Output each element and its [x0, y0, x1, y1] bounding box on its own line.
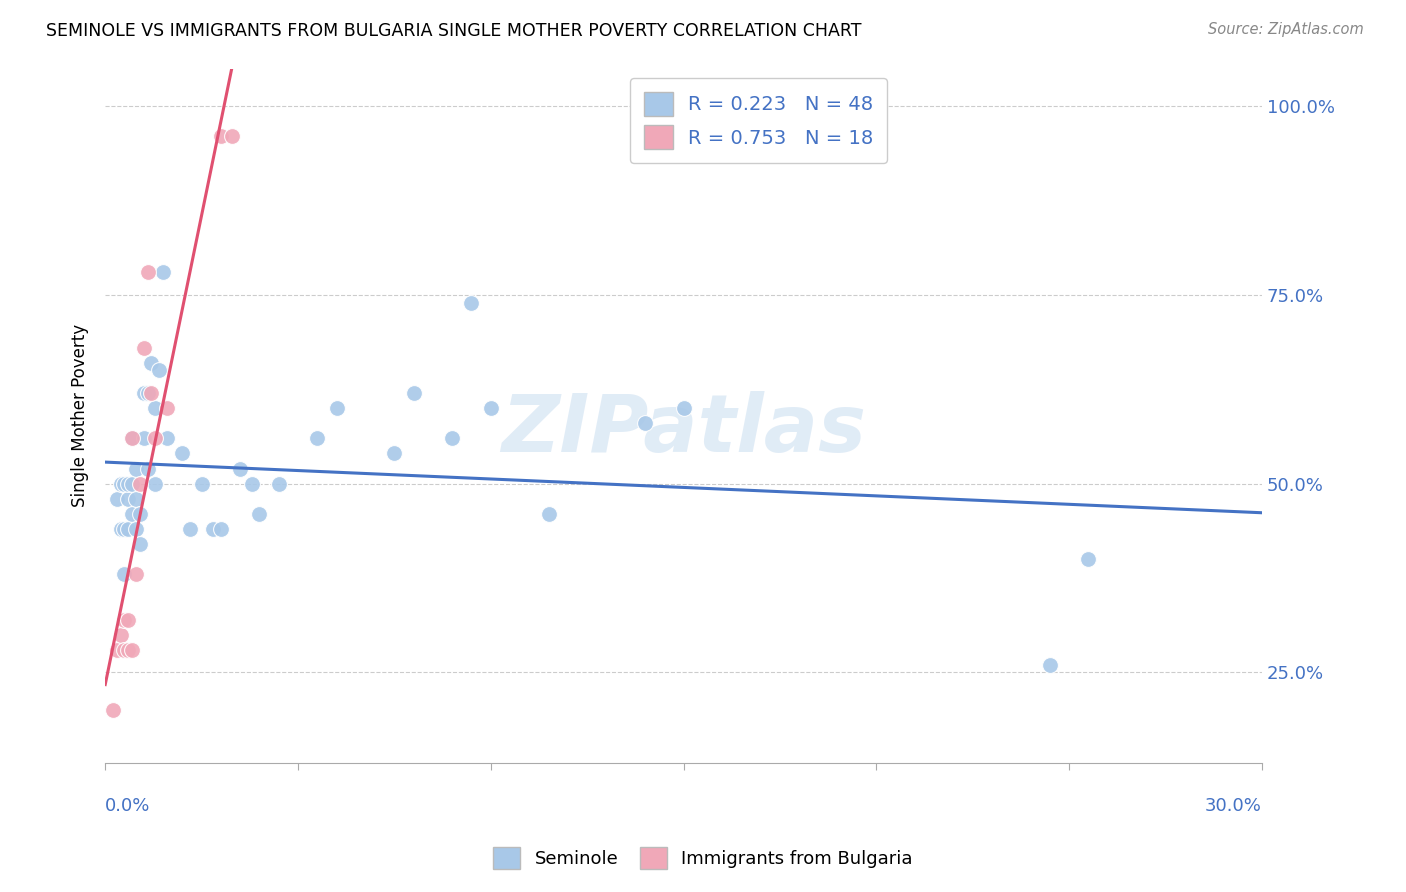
- Point: [307, 431, 329, 445]
- Point: [125, 461, 148, 475]
- Point: [121, 642, 143, 657]
- Text: Source: ZipAtlas.com: Source: ZipAtlas.com: [1208, 22, 1364, 37]
- Point: [221, 129, 243, 144]
- Point: [537, 507, 560, 521]
- Point: [129, 507, 152, 521]
- Point: [117, 522, 139, 536]
- Point: [1039, 657, 1062, 672]
- Point: [190, 476, 212, 491]
- Point: [441, 431, 464, 445]
- Point: [114, 476, 136, 491]
- Point: [110, 627, 132, 641]
- Point: [125, 567, 148, 582]
- Point: [114, 567, 136, 582]
- Point: [267, 476, 290, 491]
- Point: [125, 491, 148, 506]
- Point: [460, 295, 482, 310]
- Point: [148, 363, 170, 377]
- Point: [125, 522, 148, 536]
- Point: [240, 476, 263, 491]
- Point: [141, 356, 163, 370]
- Y-axis label: Single Mother Poverty: Single Mother Poverty: [72, 324, 89, 508]
- Legend: Seminole, Immigrants from Bulgaria: Seminole, Immigrants from Bulgaria: [484, 838, 922, 879]
- Point: [101, 703, 124, 717]
- Point: [402, 386, 425, 401]
- Point: [156, 431, 179, 445]
- Point: [117, 476, 139, 491]
- Point: [132, 341, 155, 355]
- Point: [156, 401, 179, 416]
- Point: [121, 431, 143, 445]
- Point: [143, 431, 166, 445]
- Point: [114, 642, 136, 657]
- Point: [634, 417, 657, 431]
- Point: [110, 476, 132, 491]
- Point: [325, 401, 347, 416]
- Point: [117, 613, 139, 627]
- Text: 0.0%: 0.0%: [105, 797, 150, 815]
- Point: [179, 522, 201, 536]
- Point: [121, 431, 143, 445]
- Point: [136, 265, 159, 279]
- Point: [114, 522, 136, 536]
- Point: [209, 522, 232, 536]
- Text: ZIPatlas: ZIPatlas: [501, 391, 866, 468]
- Point: [209, 129, 232, 144]
- Point: [105, 491, 128, 506]
- Point: [384, 446, 406, 460]
- Point: [117, 642, 139, 657]
- Point: [172, 446, 194, 460]
- Point: [105, 642, 128, 657]
- Point: [136, 461, 159, 475]
- Point: [110, 522, 132, 536]
- Point: [672, 401, 695, 416]
- Point: [1077, 552, 1099, 566]
- Point: [479, 401, 502, 416]
- Point: [129, 537, 152, 551]
- Point: [132, 386, 155, 401]
- Point: [121, 507, 143, 521]
- Point: [202, 522, 225, 536]
- Point: [114, 613, 136, 627]
- Point: [117, 491, 139, 506]
- Point: [132, 431, 155, 445]
- Point: [152, 265, 174, 279]
- Point: [141, 386, 163, 401]
- Point: [121, 476, 143, 491]
- Point: [229, 461, 252, 475]
- Point: [143, 401, 166, 416]
- Point: [249, 507, 271, 521]
- Legend: R = 0.223   N = 48, R = 0.753   N = 18: R = 0.223 N = 48, R = 0.753 N = 18: [630, 78, 887, 162]
- Point: [143, 476, 166, 491]
- Point: [129, 476, 152, 491]
- Text: 30.0%: 30.0%: [1205, 797, 1263, 815]
- Text: SEMINOLE VS IMMIGRANTS FROM BULGARIA SINGLE MOTHER POVERTY CORRELATION CHART: SEMINOLE VS IMMIGRANTS FROM BULGARIA SIN…: [46, 22, 862, 40]
- Point: [136, 386, 159, 401]
